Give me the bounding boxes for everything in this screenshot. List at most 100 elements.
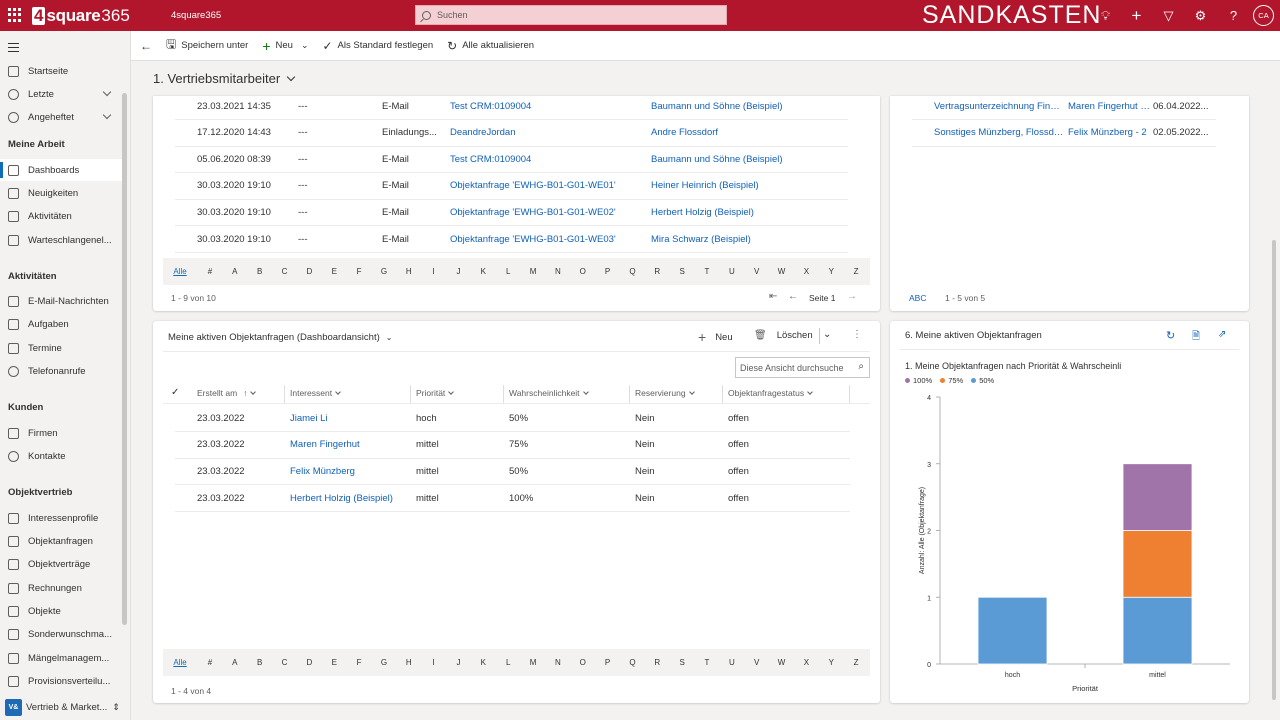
new-button[interactable]: + Neu ⌄ <box>262 38 308 54</box>
nav-item-email[interactable]: E-Mail-Nachrichten <box>0 290 124 312</box>
nav-item-startseite[interactable]: Startseite <box>0 60 124 82</box>
nav-item-letzte[interactable]: Letzte <box>0 83 124 105</box>
nav-scrollbar[interactable] <box>122 93 127 625</box>
alphabet-letter[interactable]: Z <box>853 658 859 667</box>
record-link[interactable]: Herbert Holzig (Beispiel) <box>290 492 393 504</box>
help-icon[interactable]: ? <box>1229 8 1238 23</box>
alphabet-letter[interactable]: T <box>704 267 710 276</box>
record-link[interactable]: Jiamei Li <box>290 412 328 424</box>
alphabet-letter[interactable]: # <box>207 658 213 667</box>
lightbulb-icon[interactable]: 💡︎ <box>1100 7 1111 23</box>
app-launcher-icon[interactable] <box>8 8 22 22</box>
alphabet-letter[interactable]: J <box>456 658 461 667</box>
app-name[interactable]: 4square365 <box>171 10 222 21</box>
alphabet-letter[interactable]: Q <box>629 267 636 276</box>
global-search[interactable]: Suchen <box>415 5 727 25</box>
nav-item-sonderwunsch[interactable]: Sonderwunschma... <box>0 623 124 645</box>
nav-item-objekte[interactable]: Objekte <box>0 600 124 622</box>
alphabet-letter[interactable]: A <box>232 267 238 276</box>
record-link[interactable]: Mira Schwarz (Beispiel) <box>651 233 751 245</box>
alphabet-letter[interactable]: I <box>432 267 435 276</box>
record-link[interactable]: Andre Flossdorf <box>651 127 719 139</box>
alphabet-letter[interactable]: C <box>281 658 288 667</box>
nav-item-provision[interactable]: Provisionsverteilu... <box>0 670 124 692</box>
alphabet-letter[interactable]: N <box>555 267 561 276</box>
refresh-icon[interactable]: ↻ <box>1166 330 1176 342</box>
alphabet-letter[interactable]: B <box>257 658 263 667</box>
record-link[interactable]: Herbert Holzig (Beispiel) <box>651 206 754 218</box>
column-header[interactable]: Priorität <box>416 388 455 398</box>
table-row[interactable]: 23.03.2022 Maren Fingerhut mittel 75% Nein of… <box>175 432 850 459</box>
column-divider[interactable] <box>284 385 285 403</box>
nav-item-interessenprofile[interactable]: Interessenprofile <box>0 507 124 529</box>
record-link[interactable]: Objektanfrage 'EWHG-B01-G01-WE01' <box>450 180 616 192</box>
alphabet-letter[interactable]: W <box>777 658 786 667</box>
table-row[interactable]: 23.03.2022 Herbert Holzig (Beispiel) mitte… <box>175 485 850 513</box>
alphabet-letter[interactable]: U <box>728 658 735 667</box>
nav-item-angeheftet[interactable]: Angeheftet <box>0 106 124 128</box>
plus-icon[interactable]: + <box>1131 5 1142 25</box>
nav-item-objektanfragen[interactable]: Objektanfragen <box>0 530 124 552</box>
alphabet-letter[interactable]: X <box>803 267 810 276</box>
record-link[interactable]: Heiner Heinrich (Beispiel) <box>651 180 759 192</box>
table-row[interactable]: 23.03.2021 14:35 --- E-Mail Test CRM:010900… <box>175 93 848 120</box>
view-search-input[interactable]: Diese Ansicht durchsuche ⌕ <box>735 357 870 378</box>
alphabet-letter[interactable]: A <box>232 658 238 667</box>
alphabet-letter[interactable]: J <box>456 267 461 276</box>
nav-item-neuigkeiten[interactable]: Neuigkeiten <box>0 182 124 204</box>
alphabet-letter[interactable]: B <box>257 267 263 276</box>
column-divider[interactable] <box>410 385 411 403</box>
record-link[interactable]: Baumann und Söhne (Beispiel) <box>651 153 783 165</box>
filter-icon[interactable]: ▽ <box>1163 7 1174 23</box>
record-link[interactable]: Test CRM:0109004 <box>450 153 532 165</box>
next-page-icon[interactable]: → <box>847 291 857 302</box>
nav-item-dashboards[interactable]: Dashboards <box>0 159 124 181</box>
chevron-down-icon[interactable]: ⌄ <box>823 329 832 340</box>
alphabet-letter[interactable]: I <box>432 658 435 667</box>
set-default-button[interactable]: ✓ Als Standard festlegen <box>322 39 433 53</box>
alphabet-letter[interactable]: R <box>654 658 661 667</box>
record-link[interactable]: Test CRM:0109004 <box>450 100 532 112</box>
dashboard-title[interactable]: 1. Vertriebsmitarbeiter <box>153 71 296 86</box>
new-record-button[interactable]: + Neu <box>698 329 733 345</box>
alphabet-letter[interactable]: L <box>505 267 511 276</box>
alphabet-letter[interactable]: U <box>728 267 735 276</box>
nav-item-aktivitaeten[interactable]: Aktivitäten <box>0 205 124 227</box>
page-scrollbar[interactable] <box>1272 240 1276 700</box>
alphabet-letter[interactable]: E <box>331 658 337 667</box>
legend-item[interactable]: 100% <box>905 376 932 385</box>
alphabet-letter[interactable]: G <box>380 658 388 667</box>
alphabet-letter[interactable]: Y <box>828 658 834 667</box>
delete-button[interactable]: 🗑︎ Löschen <box>754 330 813 341</box>
area-switcher[interactable]: V& Vertrieb & Market... ⇕ <box>0 694 130 720</box>
alphabet-letter[interactable]: V <box>754 267 760 276</box>
alphabet-letter[interactable]: C <box>281 267 288 276</box>
alphabet-letter[interactable]: X <box>803 658 810 667</box>
view-selector[interactable]: Meine aktiven Objektanfragen (Dashboarda… <box>168 332 392 343</box>
alphabet-letter[interactable]: D <box>306 658 313 667</box>
nav-item-rechnungen[interactable]: Rechnungen <box>0 577 124 599</box>
back-arrow-icon[interactable]: ← <box>140 38 152 53</box>
column-header[interactable]: Erstellt am ↑ <box>197 388 257 398</box>
more-options-icon[interactable]: ⋮ <box>852 329 862 340</box>
alphabet-letter[interactable]: N <box>555 658 561 667</box>
record-link[interactable]: Objektanfrage 'EWHG-B01-G01-WE03' <box>450 233 616 245</box>
nav-item-termine[interactable]: Termine <box>0 337 124 359</box>
chevron-down-icon[interactable]: ⌄ <box>300 40 309 50</box>
alphabet-letter[interactable]: S <box>679 267 685 276</box>
nav-item-objektvertraege[interactable]: Objektverträge <box>0 553 124 575</box>
alphabet-letter[interactable]: G <box>380 267 388 276</box>
save-as-button[interactable]: 🖫︎ Speichern unter <box>166 35 248 56</box>
alphabet-letter[interactable]: F <box>356 658 362 667</box>
record-link[interactable]: Felix Münzberg <box>290 465 355 477</box>
column-header[interactable]: Reservierung <box>635 388 695 398</box>
nav-item-kontakte[interactable]: Kontakte <box>0 445 124 467</box>
table-row[interactable]: 05.06.2020 08:39 --- E-Mail Test CRM:010900… <box>175 146 848 174</box>
column-divider[interactable] <box>503 385 504 403</box>
refresh-all-button[interactable]: ↻ Alle aktualisieren <box>447 39 534 53</box>
first-page-icon[interactable]: ⇤ <box>769 291 778 302</box>
export-icon[interactable]: 🗎︎ <box>1192 331 1201 342</box>
table-row[interactable]: 23.03.2022 Jiamei Li hoch 50% Nein offen <box>175 405 850 432</box>
alphabet-letter[interactable]: # <box>207 267 213 276</box>
alphabet-letter[interactable]: K <box>480 267 487 276</box>
